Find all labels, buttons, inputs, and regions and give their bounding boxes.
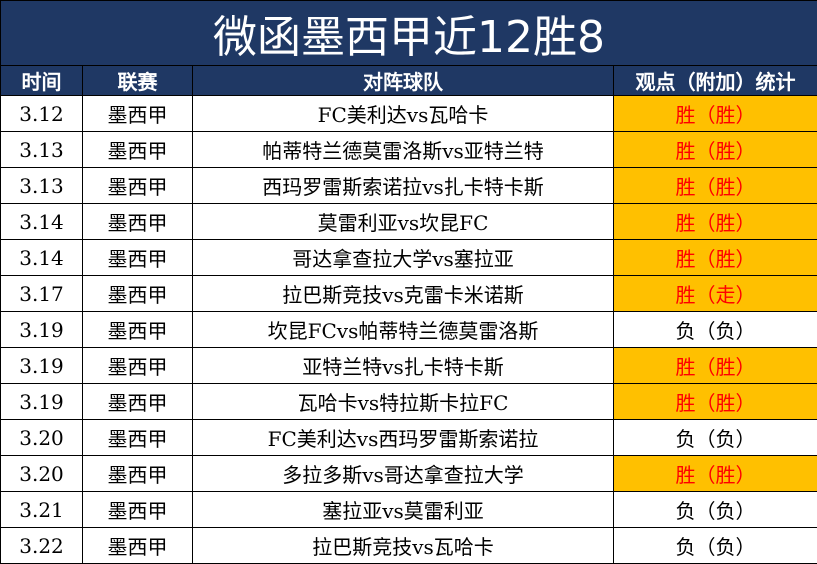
date-cell: 3.13 (1, 132, 83, 168)
date-cell: 3.14 (1, 240, 83, 276)
page-title: 微函墨西甲近12胜8 (1, 1, 817, 66)
result-cell: 胜（胜） (614, 168, 817, 204)
match-cell: 哥达拿查拉大学vs塞拉亚 (193, 240, 614, 276)
match-cell: 拉巴斯竞技vs瓦哈卡 (193, 528, 614, 564)
league-cell: 墨西甲 (83, 312, 193, 348)
date-cell: 3.19 (1, 312, 83, 348)
league-cell: 墨西甲 (83, 384, 193, 420)
date-cell: 3.13 (1, 168, 83, 204)
date-cell: 3.14 (1, 204, 83, 240)
match-cell: 西玛罗雷斯索诺拉vs扎卡特卡斯 (193, 168, 614, 204)
date-cell: 3.20 (1, 420, 83, 456)
league-cell: 墨西甲 (83, 240, 193, 276)
match-cell: 莫雷利亚vs坎昆FC (193, 204, 614, 240)
result-cell: 胜（胜） (614, 132, 817, 168)
result-cell: 胜（胜） (614, 96, 817, 132)
header-date: 时间 (1, 66, 83, 96)
match-cell: 多拉多斯vs哥达拿查拉大学 (193, 456, 614, 492)
date-cell: 3.22 (1, 528, 83, 564)
result-cell: 胜（胜） (614, 204, 817, 240)
match-cell: 亚特兰特vs扎卡特卡斯 (193, 348, 614, 384)
result-cell: 负（负） (614, 312, 817, 348)
header-match: 对阵球队 (193, 66, 614, 96)
league-cell: 墨西甲 (83, 96, 193, 132)
league-cell: 墨西甲 (83, 204, 193, 240)
title-row: 微函墨西甲近12胜8 (1, 1, 817, 66)
league-cell: 墨西甲 (83, 348, 193, 384)
date-cell: 3.21 (1, 492, 83, 528)
result-cell: 胜（走） (614, 276, 817, 312)
date-cell: 3.20 (1, 456, 83, 492)
header-row: 时间 联赛 对阵球队 观点（附加）统计 (1, 66, 817, 96)
date-cell: 3.19 (1, 348, 83, 384)
result-cell: 负（负） (614, 492, 817, 528)
league-cell: 墨西甲 (83, 528, 193, 564)
header-stats: 观点（附加）统计 (614, 66, 817, 96)
match-cell: 帕蒂特兰德莫雷洛斯vs亚特兰特 (193, 132, 614, 168)
date-cell: 3.17 (1, 276, 83, 312)
match-cell: FC美利达vs瓦哈卡 (193, 96, 614, 132)
league-cell: 墨西甲 (83, 132, 193, 168)
result-cell: 负（负） (614, 528, 817, 564)
result-cell: 负（负） (614, 420, 817, 456)
match-cell: 塞拉亚vs莫雷利亚 (193, 492, 614, 528)
header-league: 联赛 (83, 66, 193, 96)
result-cell: 胜（胜） (614, 348, 817, 384)
result-cell: 胜（胜） (614, 384, 817, 420)
result-cell: 胜（胜） (614, 240, 817, 276)
match-cell: FC美利达vs西玛罗雷斯索诺拉 (193, 420, 614, 456)
league-cell: 墨西甲 (83, 420, 193, 456)
match-cell: 瓦哈卡vs特拉斯卡拉FC (193, 384, 614, 420)
match-cell: 拉巴斯竞技vs克雷卡米诺斯 (193, 276, 614, 312)
match-cell: 坎昆FCvs帕蒂特兰德莫雷洛斯 (193, 312, 614, 348)
league-cell: 墨西甲 (83, 168, 193, 204)
date-cell: 3.19 (1, 384, 83, 420)
result-cell: 胜（胜） (614, 456, 817, 492)
league-cell: 墨西甲 (83, 492, 193, 528)
league-cell: 墨西甲 (83, 276, 193, 312)
league-cell: 墨西甲 (83, 456, 193, 492)
date-cell: 3.12 (1, 96, 83, 132)
